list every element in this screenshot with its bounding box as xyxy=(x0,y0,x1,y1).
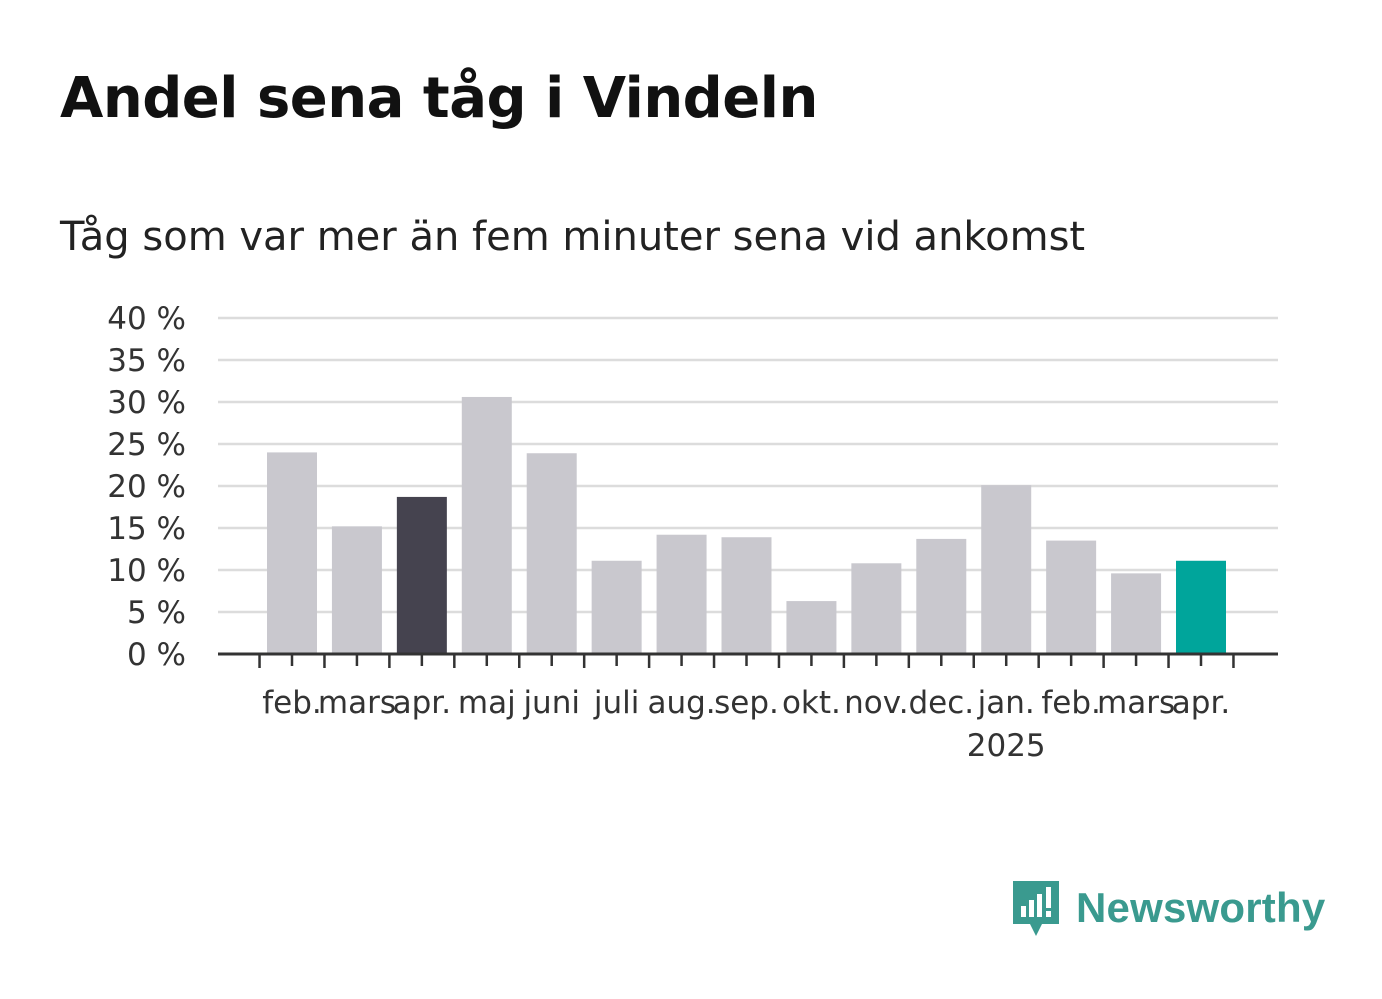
gridlines xyxy=(218,316,1278,614)
chart-title: Andel sena tåg i Vindeln xyxy=(60,66,818,131)
bar xyxy=(1111,573,1162,654)
y-tick-label: 0 % xyxy=(127,637,186,673)
y-tick-label: 15 % xyxy=(107,511,186,547)
chart-subtitle: Tåg som var mer än fem minuter sena vid … xyxy=(60,214,1086,260)
x-tick-label: apr. xyxy=(393,685,451,721)
x-tick-label: feb. xyxy=(262,685,322,721)
y-tick-label: 40 % xyxy=(107,301,186,337)
x-tick-label: feb. xyxy=(1041,685,1101,721)
bar xyxy=(331,526,382,654)
y-axis: 0 % 5 % 10 % 15 % 20 % 25 % 30 % 35 % 40 % xyxy=(107,301,186,673)
newsworthy-logo: Newsworthy xyxy=(1010,878,1325,938)
bar xyxy=(396,496,447,654)
x-tick-label: mars xyxy=(318,685,396,721)
bar xyxy=(786,601,837,654)
y-tick-label: 35 % xyxy=(107,343,186,379)
x-tick-label: aug. xyxy=(647,685,715,721)
y-tick-label: 10 % xyxy=(107,553,186,589)
bar xyxy=(267,452,317,654)
x-tick-label: mars xyxy=(1097,685,1175,721)
bar xyxy=(461,396,512,654)
bar xyxy=(851,563,902,654)
bar xyxy=(591,560,642,654)
brand-name: Newsworthy xyxy=(1076,884,1326,931)
x-tick-label: nov. xyxy=(844,685,908,721)
y-tick-label: 25 % xyxy=(107,427,186,463)
x-tick-label: juli xyxy=(593,685,640,721)
bar xyxy=(916,538,967,654)
x-tick-label: juni xyxy=(522,685,580,721)
y-tick-label: 5 % xyxy=(127,595,186,631)
x-tick-label: sep. xyxy=(714,685,779,721)
bar xyxy=(1176,560,1226,654)
bar xyxy=(526,453,577,654)
bar xyxy=(1046,540,1097,654)
x-tick-label: maj xyxy=(458,685,516,721)
bar xyxy=(981,485,1032,654)
bar xyxy=(721,537,772,654)
x-tick-label: apr. xyxy=(1172,685,1230,721)
y-tick-label: 20 % xyxy=(107,469,186,505)
y-tick-label: 30 % xyxy=(107,385,186,421)
x-tick-label: jan. xyxy=(977,685,1035,721)
bar xyxy=(656,534,707,654)
newsworthy-logo-icon xyxy=(1013,881,1059,936)
x-tick-year-label: 2025 xyxy=(967,728,1046,764)
x-tick-label: dec. xyxy=(908,685,974,721)
bars xyxy=(267,396,1226,654)
x-tick-label: okt. xyxy=(782,685,841,721)
